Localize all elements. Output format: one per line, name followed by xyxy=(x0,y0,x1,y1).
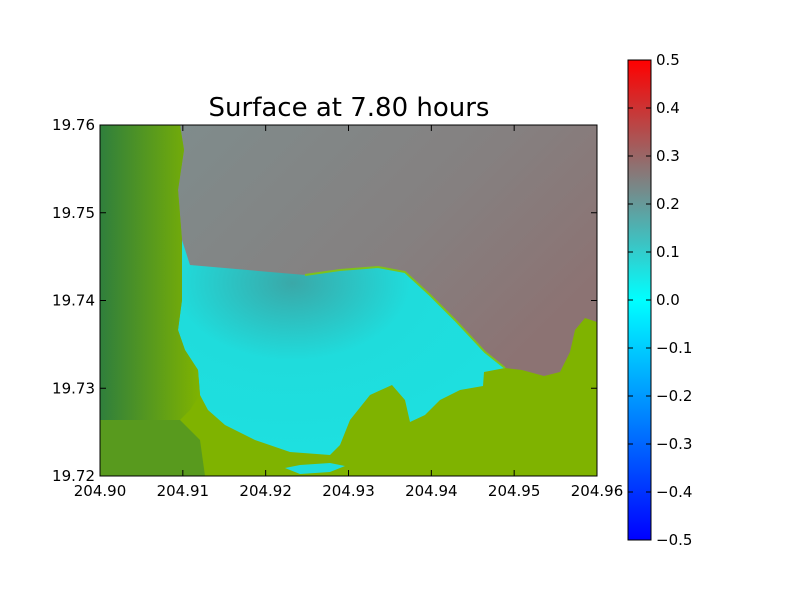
x-axis: 204.90 204.91 204.92 204.93 204.94 204.95 204.… xyxy=(74,125,624,500)
offshore-water xyxy=(178,125,597,376)
x-tick-label: 204.92 xyxy=(239,482,292,500)
x-tick-label: 204.96 xyxy=(571,482,624,500)
north-shoreline xyxy=(304,265,506,369)
colorbar-tick-label: 0.3 xyxy=(656,147,680,165)
y-axis: 19.76 19.75 19.74 19.73 19.72 xyxy=(52,116,597,485)
colorbar-ticks: 0.5 0.4 0.3 0.2 0.1 0.0 −0.1 −0.2 −0.3 −0.4 −0.5 xyxy=(628,51,692,549)
plot-area xyxy=(100,125,597,476)
colorbar-tick-label: 0.4 xyxy=(656,99,680,117)
x-tick-label: 204.94 xyxy=(405,482,458,500)
colorbar-tick-label: 0.5 xyxy=(656,51,680,69)
colorbar-tick-label: 0.0 xyxy=(656,291,680,309)
bay-water xyxy=(178,240,505,455)
colorbar-tick-label: 0.1 xyxy=(656,243,680,261)
y-tick-label: 19.75 xyxy=(52,204,95,222)
x-tick-label: 204.93 xyxy=(322,482,375,500)
western-land-lower xyxy=(100,420,205,476)
x-tick-label: 204.91 xyxy=(157,482,210,500)
x-tick-label: 204.90 xyxy=(74,482,127,500)
colorbar-tick-label: −0.1 xyxy=(656,339,692,357)
colorbar-tick-label: −0.3 xyxy=(656,435,692,453)
western-land xyxy=(100,125,200,420)
y-tick-label: 19.73 xyxy=(52,379,95,397)
y-tick-label: 19.76 xyxy=(52,116,95,134)
y-tick-label: 19.72 xyxy=(52,467,95,485)
colorbar-tick-label: −0.5 xyxy=(656,531,692,549)
colorbar-tick-label: 0.2 xyxy=(656,195,680,213)
colorbar-tick-label: −0.2 xyxy=(656,387,692,405)
x-tick-label: 204.95 xyxy=(488,482,541,500)
chart-title: Surface at 7.80 hours xyxy=(209,93,490,123)
southern-spit xyxy=(285,463,345,474)
y-tick-label: 19.74 xyxy=(52,292,95,310)
colorbar-tick-label: −0.4 xyxy=(656,483,692,501)
